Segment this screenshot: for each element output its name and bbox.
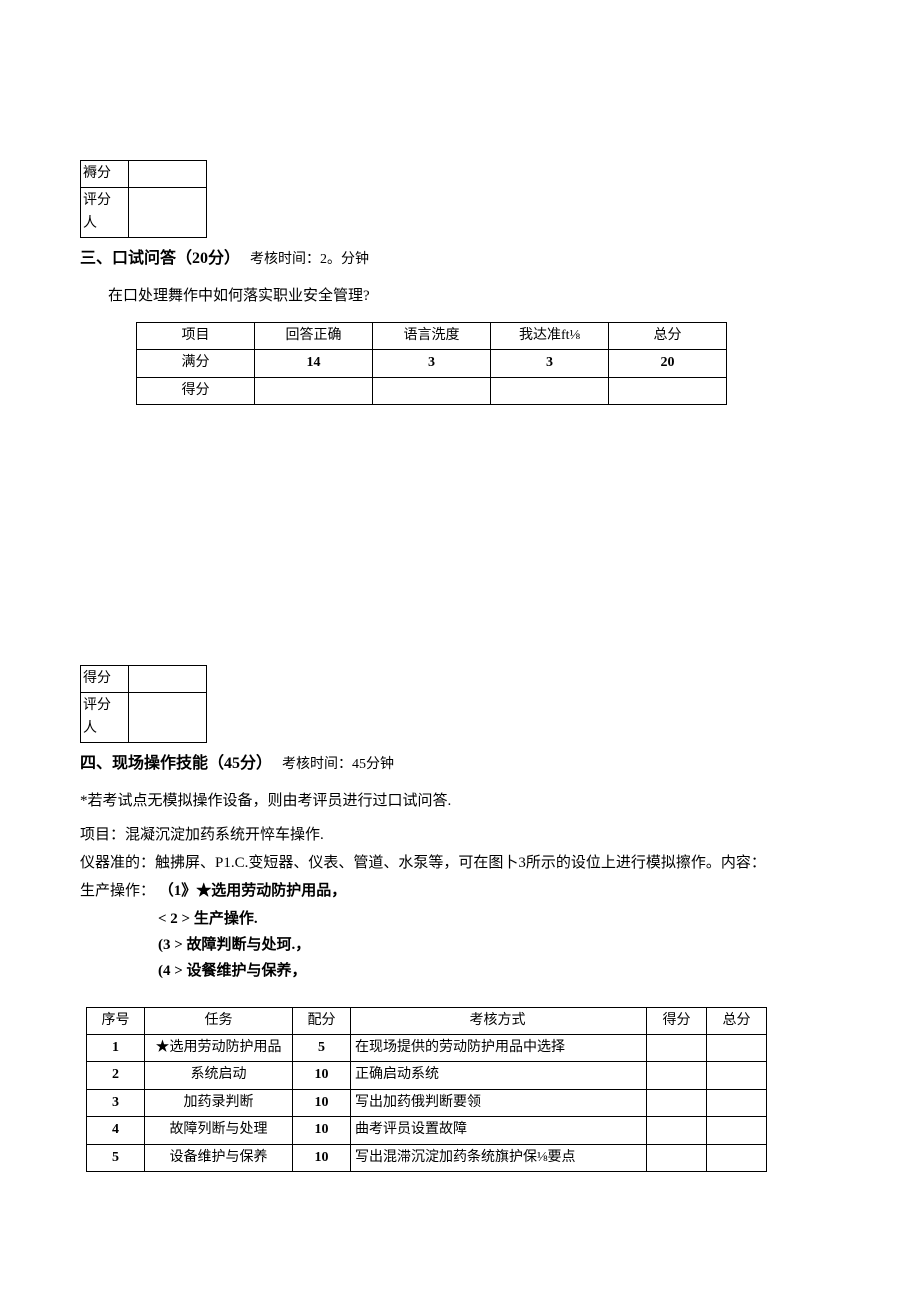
- table-row: 1 ★选用劳动防护用品 5 在现场提供的劳动防护用品中选择: [87, 1035, 767, 1062]
- rubric-header: 项目: [137, 322, 255, 349]
- scorer-value: [129, 693, 207, 743]
- rubric-header: 总分: [609, 322, 727, 349]
- task-cell: [647, 1035, 707, 1062]
- section4-step4: (4 > 设餐维护与保养，: [158, 959, 840, 983]
- section3-title-text: 三、口试问答（20分）: [80, 250, 240, 267]
- rubric-cell: 20: [609, 350, 727, 377]
- task-cell: 2: [87, 1062, 145, 1089]
- section3-question: 在口处理舞作中如何落实职业安全管理?: [108, 284, 840, 308]
- task-header: 配分: [293, 1007, 351, 1034]
- score-box-section3: 褥分 评分人: [80, 160, 207, 238]
- task-cell: 设备维护与保养: [145, 1144, 293, 1171]
- task-header: 任务: [145, 1007, 293, 1034]
- rubric-cell: 得分: [137, 377, 255, 404]
- table-row: 得分: [137, 377, 727, 404]
- task-cell: 3: [87, 1089, 145, 1116]
- task-header: 考核方式: [351, 1007, 647, 1034]
- table-row: 5 设备维护与保养 10 写出混滞沉淀加药条统旗护保⅛要点: [87, 1144, 767, 1171]
- task-cell: 10: [293, 1062, 351, 1089]
- task-cell: 1: [87, 1035, 145, 1062]
- task-cell: [707, 1144, 767, 1171]
- task-cell: 故障列断与处理: [145, 1117, 293, 1144]
- section3-subtitle: 考核时间：2。分钟: [250, 252, 369, 267]
- section4-step3: (3 > 故障判断与处珂.，: [158, 933, 840, 957]
- score-box-section4: 得分 评分人: [80, 665, 207, 743]
- task-cell: 5: [293, 1035, 351, 1062]
- task-cell: [647, 1062, 707, 1089]
- table-row: 3 加药录判断 10 写出加药俄判断要领: [87, 1089, 767, 1116]
- rubric-cell: 3: [491, 350, 609, 377]
- task-cell: 正确启动系统: [351, 1062, 647, 1089]
- task-cell: [707, 1089, 767, 1116]
- score-label: 褥分: [81, 161, 129, 188]
- score-value: [129, 161, 207, 188]
- task-cell: [707, 1117, 767, 1144]
- task-header: 序号: [87, 1007, 145, 1034]
- section4-line3-prefix: 生产操作：: [80, 883, 155, 899]
- task-cell: 10: [293, 1089, 351, 1116]
- scorer-label: 评分人: [81, 188, 129, 238]
- table-row: 满分 14 3 3 20: [137, 350, 727, 377]
- task-header: 得分: [647, 1007, 707, 1034]
- score-value: [129, 665, 207, 692]
- task-cell: [647, 1117, 707, 1144]
- section4-step1: （1》★选用劳动防护用品，: [159, 883, 347, 899]
- section3-title: 三、口试问答（20分） 考核时间：2。分钟: [80, 246, 840, 272]
- section4-line3: 生产操作： （1》★选用劳动防护用品，: [80, 879, 840, 903]
- table-row: 2 系统启动 10 正确启动系统: [87, 1062, 767, 1089]
- section4-task-table: 序号 任务 配分 考核方式 得分 总分 1 ★选用劳动防护用品 5 在现场提供的…: [86, 1007, 767, 1172]
- task-cell: ★选用劳动防护用品: [145, 1035, 293, 1062]
- task-cell: 写出混滞沉淀加药条统旗护保⅛要点: [351, 1144, 647, 1171]
- rubric-header: 回答正确: [255, 322, 373, 349]
- task-cell: 写出加药俄判断要领: [351, 1089, 647, 1116]
- table-row: 4 故障列断与处理 10 曲考评员设置故障: [87, 1117, 767, 1144]
- rubric-cell: 3: [373, 350, 491, 377]
- section4-title: 四、现场操作技能（45分） 考核时间：45分钟: [80, 751, 840, 777]
- rubric-cell: 满分: [137, 350, 255, 377]
- task-cell: 10: [293, 1117, 351, 1144]
- table-row: 项目 回答正确 语言洗度 我达准ft⅛ 总分: [137, 322, 727, 349]
- rubric-cell: [491, 377, 609, 404]
- rubric-header: 语言洗度: [373, 322, 491, 349]
- task-cell: 系统启动: [145, 1062, 293, 1089]
- rubric-cell: [609, 377, 727, 404]
- task-cell: [707, 1035, 767, 1062]
- section4-subtitle: 考核时间：45分钟: [282, 757, 394, 772]
- task-cell: 曲考评员设置故障: [351, 1117, 647, 1144]
- section4-step2: < 2 > 生产操作.: [158, 907, 840, 931]
- task-cell: 加药录判断: [145, 1089, 293, 1116]
- task-cell: 5: [87, 1144, 145, 1171]
- task-header: 总分: [707, 1007, 767, 1034]
- section4-title-text: 四、现场操作技能（45分）: [80, 755, 272, 772]
- scorer-label: 评分人: [81, 693, 129, 743]
- rubric-cell: [373, 377, 491, 404]
- task-cell: 4: [87, 1117, 145, 1144]
- task-cell: [707, 1062, 767, 1089]
- section4-line1: 项目：混凝沉淀加药系统开悴车操作.: [80, 823, 840, 847]
- section3-rubric-table: 项目 回答正确 语言洗度 我达准ft⅛ 总分 满分 14 3 3 20 得分: [136, 322, 727, 405]
- task-cell: 在现场提供的劳动防护用品中选择: [351, 1035, 647, 1062]
- task-cell: 10: [293, 1144, 351, 1171]
- scorer-value: [129, 188, 207, 238]
- rubric-cell: [255, 377, 373, 404]
- section4-line2: 仪器准的：触拂屏、P1.C.变短器、仪表、管道、水泵等，可在图卜3所示的设位上进…: [80, 851, 840, 875]
- section4-note: *若考试点无模拟操作设备，则由考评员进行过口试问答.: [80, 789, 840, 813]
- table-row: 序号 任务 配分 考核方式 得分 总分: [87, 1007, 767, 1034]
- task-cell: [647, 1144, 707, 1171]
- rubric-header: 我达准ft⅛: [491, 322, 609, 349]
- rubric-cell: 14: [255, 350, 373, 377]
- task-cell: [647, 1089, 707, 1116]
- score-label: 得分: [81, 665, 129, 692]
